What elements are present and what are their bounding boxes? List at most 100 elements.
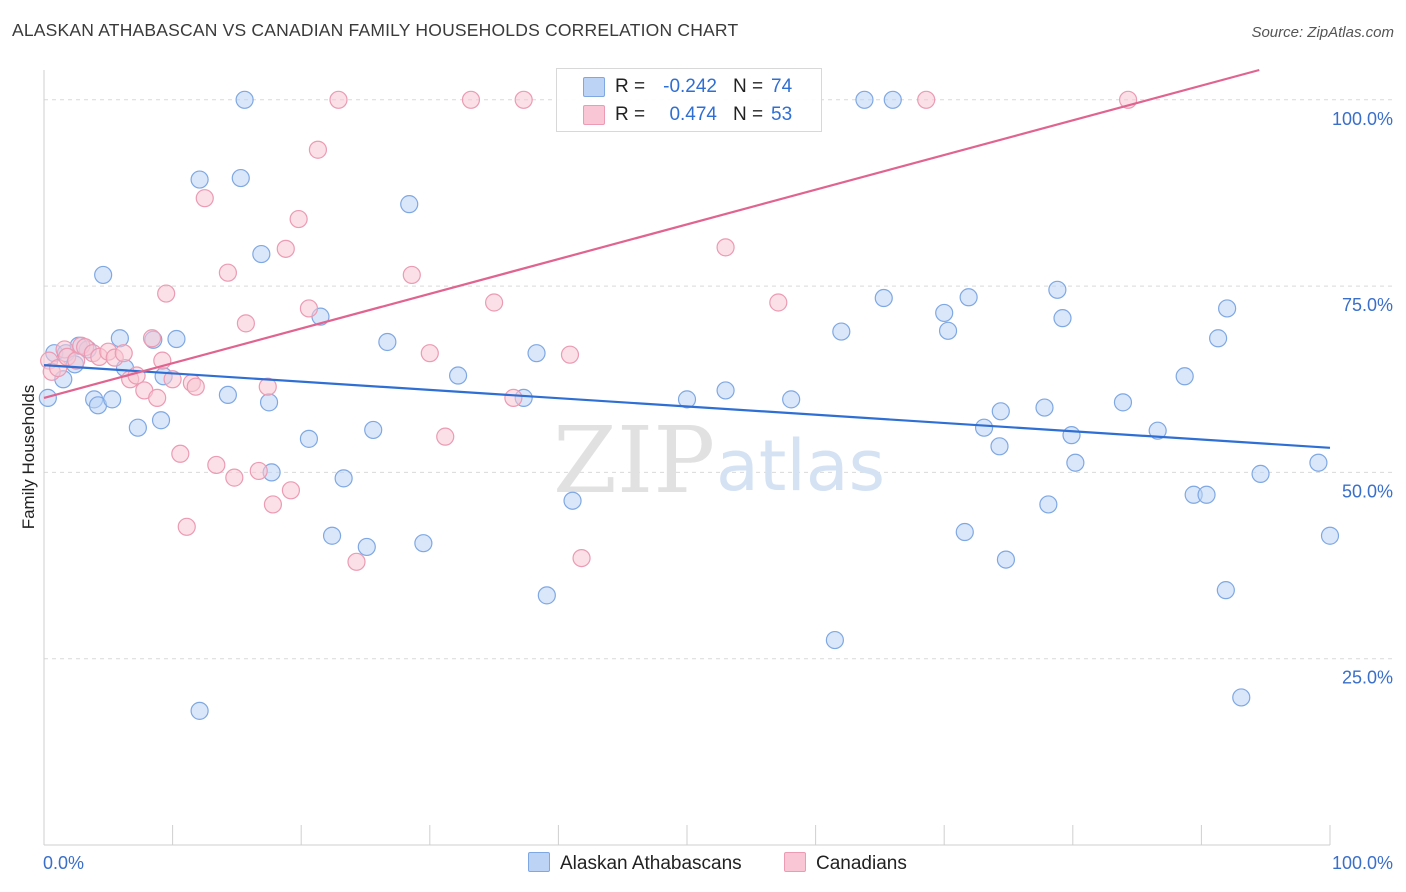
- legend-item-alaskan[interactable]: Alaskan Athabascans: [528, 852, 742, 876]
- data-point-canadian: [171, 444, 190, 463]
- data-point-canadian: [258, 377, 277, 396]
- n-value: 53: [771, 104, 793, 125]
- data-point-canadian: [347, 552, 366, 571]
- data-point-alaskan: [1309, 453, 1328, 472]
- data-point-alaskan: [832, 322, 851, 341]
- data-point-alaskan: [1197, 485, 1216, 504]
- data-point-canadian: [436, 427, 455, 446]
- data-point-canadian: [142, 329, 162, 348]
- data-point-alaskan: [259, 393, 279, 412]
- data-point-alaskan: [1062, 426, 1081, 445]
- data-point-canadian: [148, 388, 167, 407]
- data-point-alaskan: [990, 437, 1009, 456]
- data-point-alaskan: [938, 321, 958, 340]
- r-value: 0.474: [669, 104, 717, 125]
- data-point-alaskan: [855, 90, 874, 109]
- data-point-alaskan: [94, 265, 113, 285]
- x-axis-right-label: 100.0%: [1332, 853, 1393, 873]
- data-point-canadian: [461, 90, 481, 109]
- data-point-alaskan: [563, 491, 582, 510]
- data-point-alaskan: [128, 418, 147, 437]
- pink-swatch: [583, 105, 605, 125]
- data-point-canadian: [157, 284, 176, 303]
- data-point-alaskan: [231, 168, 250, 188]
- data-point-canadian: [195, 189, 214, 208]
- n-value: 74: [771, 76, 793, 97]
- data-point-canadian: [308, 140, 328, 159]
- data-point-canadian: [249, 461, 268, 481]
- data-point-alaskan: [1209, 329, 1228, 348]
- data-point-alaskan: [782, 390, 801, 409]
- watermark-atlas: atlas: [716, 425, 885, 507]
- data-point-alaskan: [677, 390, 697, 409]
- legend-label-canadians: Canadians: [816, 853, 907, 874]
- data-point-alaskan: [883, 90, 902, 109]
- x-axis-ticks: [43, 825, 1331, 845]
- blue-swatch: [583, 77, 605, 97]
- data-point-canadian: [236, 314, 256, 333]
- n-label: N =: [733, 104, 764, 125]
- legend-item-canadians[interactable]: Canadians: [784, 852, 907, 876]
- y-tick-label: 100.0%: [1332, 109, 1393, 129]
- data-point-alaskan: [1216, 581, 1235, 600]
- data-point-alaskan: [190, 170, 209, 189]
- data-point-canadian: [263, 495, 283, 514]
- data-point-alaskan: [996, 550, 1016, 569]
- legend-blue-swatch: [528, 852, 550, 872]
- data-point-alaskan: [1039, 495, 1058, 514]
- data-point-alaskan: [716, 381, 735, 400]
- r-label: R =: [615, 76, 646, 97]
- data-point-alaskan: [935, 303, 954, 323]
- correlation-stats-box: R = -0.242 N = 74 R = 0.474 N = 53: [556, 68, 822, 132]
- data-point-alaskan: [103, 390, 122, 409]
- data-point-alaskan: [1218, 299, 1237, 318]
- data-point-canadian: [716, 238, 735, 257]
- data-point-canadian: [504, 388, 523, 407]
- data-point-alaskan: [1066, 453, 1085, 472]
- data-point-canadian: [769, 293, 788, 312]
- data-point-canadian: [225, 468, 244, 487]
- data-point-alaskan: [167, 329, 186, 349]
- data-point-alaskan: [874, 288, 893, 308]
- data-point-canadian: [402, 265, 421, 285]
- data-point-alaskan: [1113, 393, 1133, 412]
- y-tick-label: 50.0%: [1342, 481, 1393, 501]
- r-value: -0.242: [663, 76, 717, 97]
- y-axis-tick-labels: 25.0% 50.0% 75.0% 100.0%: [1332, 109, 1393, 688]
- data-point-alaskan: [1232, 688, 1251, 707]
- r-label: R =: [615, 104, 646, 125]
- data-point-alaskan: [299, 429, 319, 448]
- data-point-alaskan: [1148, 421, 1167, 440]
- data-point-canadian: [186, 377, 205, 396]
- data-point-canadian: [572, 549, 591, 568]
- data-point-alaskan: [1048, 280, 1067, 299]
- data-point-alaskan: [1251, 464, 1270, 483]
- data-point-alaskan: [322, 526, 342, 545]
- trend-line-alaskan: [43, 363, 1331, 449]
- data-point-canadian: [276, 239, 295, 258]
- y-axis-title: Family Households: [19, 385, 38, 530]
- data-point-alaskan: [110, 329, 129, 348]
- trend-lines: [43, 68, 1331, 449]
- series-alaskan-athabascans: [38, 90, 1340, 720]
- y-tick-label: 25.0%: [1342, 668, 1393, 688]
- data-point-canadian: [218, 263, 237, 282]
- legend-label-alaskan: Alaskan Athabascans: [560, 853, 742, 874]
- data-point-alaskan: [414, 534, 433, 553]
- data-point-alaskan: [825, 630, 844, 650]
- data-point-alaskan: [1175, 367, 1194, 386]
- data-point-canadian: [329, 90, 348, 109]
- data-point-canadian: [177, 517, 196, 536]
- data-point-canadian: [207, 455, 226, 475]
- data-point-alaskan: [1320, 526, 1340, 545]
- series-canadians: [40, 90, 1138, 571]
- data-point-alaskan: [334, 469, 353, 488]
- trend-line-canadians: [43, 68, 1260, 399]
- y-tick-label: 75.0%: [1342, 295, 1393, 315]
- data-point-canadian: [420, 344, 439, 363]
- data-point-alaskan: [991, 402, 1010, 421]
- data-point-alaskan: [252, 244, 271, 264]
- data-point-canadian: [281, 481, 301, 500]
- data-point-alaskan: [357, 537, 376, 557]
- data-point-alaskan: [527, 344, 546, 363]
